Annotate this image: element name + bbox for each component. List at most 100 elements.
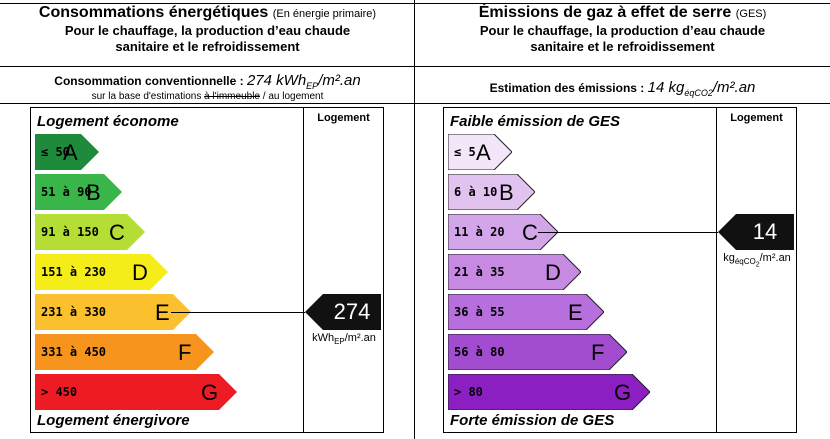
header-divider (0, 66, 830, 67)
energy-column-label: Logement (317, 112, 370, 124)
ges-unit-tail: /m².an (759, 252, 791, 264)
ges-class-f-range: 56 à 80 (454, 345, 505, 359)
energy-title-note: (En énergie primaire) (272, 8, 377, 20)
energy-unit-sub: EP (334, 337, 345, 347)
ges-class-d-arrow (448, 254, 581, 290)
energy-class-c-range: 91 à 150 (41, 225, 99, 239)
ges-bottom-label: Forte émission de GES (450, 412, 615, 429)
energy-class-e: 231 à 330 E (35, 294, 191, 330)
energy-class-c-letter: C (109, 220, 125, 245)
energy-conv-sub: EP (306, 81, 319, 91)
ges-class-c-arrow (448, 214, 558, 250)
ges-class-c-letter: C (522, 220, 538, 245)
energy-class-a-range: ≤ 50 (41, 145, 70, 159)
energy-class-f-range: 331 à 450 (41, 345, 107, 359)
energy-class-g-letter: G (201, 380, 219, 405)
energy-basis-strike: à l'immeuble (204, 91, 260, 102)
ges-class-g: > 80 G (448, 374, 650, 410)
ges-class-d-range: 21 à 35 (454, 265, 505, 279)
energy-class-a: ≤ 50 A (35, 134, 99, 170)
energy-basis-prefix: sur la base d'estimations (91, 91, 205, 102)
energy-class-b: 51 à 90 B (35, 174, 122, 210)
energy-class-d-arrow (35, 254, 168, 290)
energy-class-c: 91 à 150 C (35, 214, 145, 250)
ges-class-c: 11 à 20 C (448, 214, 558, 250)
ges-class-b-arrow (448, 174, 535, 210)
energy-class-b-arrow (35, 174, 122, 210)
energy-class-f: 331 à 450 F (35, 334, 214, 370)
energy-conv-value: 274 kWh (246, 72, 307, 89)
ges-class-e-letter: E (568, 300, 583, 325)
energy-class-a-arrow (35, 134, 99, 170)
ges-header: Émissions de gaz à effet de serre (GES) … (415, 4, 830, 55)
energy-panel: Consommations énergétiques (En énergie p… (0, 4, 415, 433)
energy-class-b-range: 51 à 90 (41, 185, 92, 199)
ges-est-sub: éqCO2 (684, 88, 713, 98)
ges-class-b: 6 à 10 B (448, 174, 535, 210)
ges-class-d: 21 à 35 D (448, 254, 581, 290)
ges-top-label: Faible émission de GES (450, 113, 621, 130)
ges-class-c-range: 11 à 20 (454, 225, 505, 239)
ges-marker: 14 (718, 214, 794, 255)
ges-class-g-arrow (448, 374, 650, 410)
ges-title: Émissions de gaz à effet de serre (GES) (478, 4, 767, 21)
top-border (0, 3, 830, 4)
energy-marker: 274 (305, 294, 381, 335)
energy-class-d-letter: D (132, 260, 148, 285)
ges-estimate-line: Estimation des émissions : 14 kgéqCO2/m²… (415, 79, 830, 98)
energy-class-c-arrow (35, 214, 145, 250)
ges-class-e-range: 36 à 55 (454, 305, 505, 319)
energy-basis-suffix: / au logement (259, 91, 324, 102)
energy-class-e-arrow (35, 294, 191, 330)
ges-unit-main: kg (723, 252, 735, 264)
ges-marker-leader (538, 232, 718, 233)
energy-class-e-letter: E (155, 300, 170, 325)
energy-conv-unit: /m².an (318, 72, 361, 89)
energy-class-a-letter: A (63, 140, 78, 165)
ges-class-f-letter: F (591, 340, 605, 365)
ges-unit-sub2: 2 (755, 261, 760, 269)
ges-panel: Émissions de gaz à effet de serre (GES) … (415, 0, 830, 439)
ges-class-e-arrow (448, 294, 604, 330)
ges-class-b-range: 6 à 10 (454, 185, 498, 199)
ges-class-b-letter: B (499, 180, 514, 205)
energy-unit-tail: /m².an (344, 332, 376, 344)
energy-subtitle-1: Pour le chauffage, la production d’eau c… (64, 23, 351, 38)
ges-marker-unit: kgéqCO2/m².an (712, 252, 802, 269)
ges-column-divider (716, 107, 717, 433)
ges-unit-sub: éqCO (734, 257, 756, 267)
energy-class-e-range: 231 à 330 (41, 305, 107, 319)
energy-marker-leader (171, 312, 305, 313)
ges-marker-value: 14 (752, 219, 778, 244)
energy-class-g-arrow (35, 374, 237, 410)
energy-class-f-letter: F (178, 340, 192, 365)
ges-class-g-letter: G (614, 380, 632, 405)
ges-est-label: Estimation des émissions : (489, 81, 648, 95)
ges-subtitle-2: sanitaire et le refroidissement (530, 39, 715, 54)
energy-class-d: 151 à 230 D (35, 254, 168, 290)
energy-column-divider (303, 107, 304, 433)
energy-marker-unit: kWhEP/m².an (299, 332, 389, 346)
energy-class-d-range: 151 à 230 (41, 265, 107, 279)
ges-class-a-letter: A (476, 140, 491, 165)
energy-class-b-letter: B (86, 180, 101, 205)
ges-marker-shape (718, 214, 794, 250)
energy-conv-label: Consommation conventionnelle : (54, 74, 247, 88)
energy-header: Consommations énergétiques (En énergie p… (0, 4, 415, 55)
ges-subtitle-1: Pour le chauffage, la production d’eau c… (479, 23, 766, 38)
ges-column-label: Logement (730, 112, 783, 124)
ges-est-unit: /m².an (712, 79, 756, 96)
energy-marker-shape (305, 294, 381, 330)
ges-est-value: 14 kg (647, 79, 685, 96)
energy-class-g: > 450 G (35, 374, 237, 410)
ges-class-a-range: ≤ 5 (454, 145, 476, 159)
ges-class-g-range: > 80 (454, 385, 483, 399)
energy-unit-main: kWh (312, 332, 335, 344)
ges-class-a-arrow (448, 134, 512, 170)
energy-scale-box (30, 107, 384, 433)
ges-title-note: (GES) (735, 8, 767, 20)
energy-bottom-label: Logement énergivore (37, 412, 190, 429)
ges-class-e: 36 à 55 E (448, 294, 604, 330)
energy-consumption-line: Consommation conventionnelle : 274 kWhEP… (0, 72, 415, 102)
